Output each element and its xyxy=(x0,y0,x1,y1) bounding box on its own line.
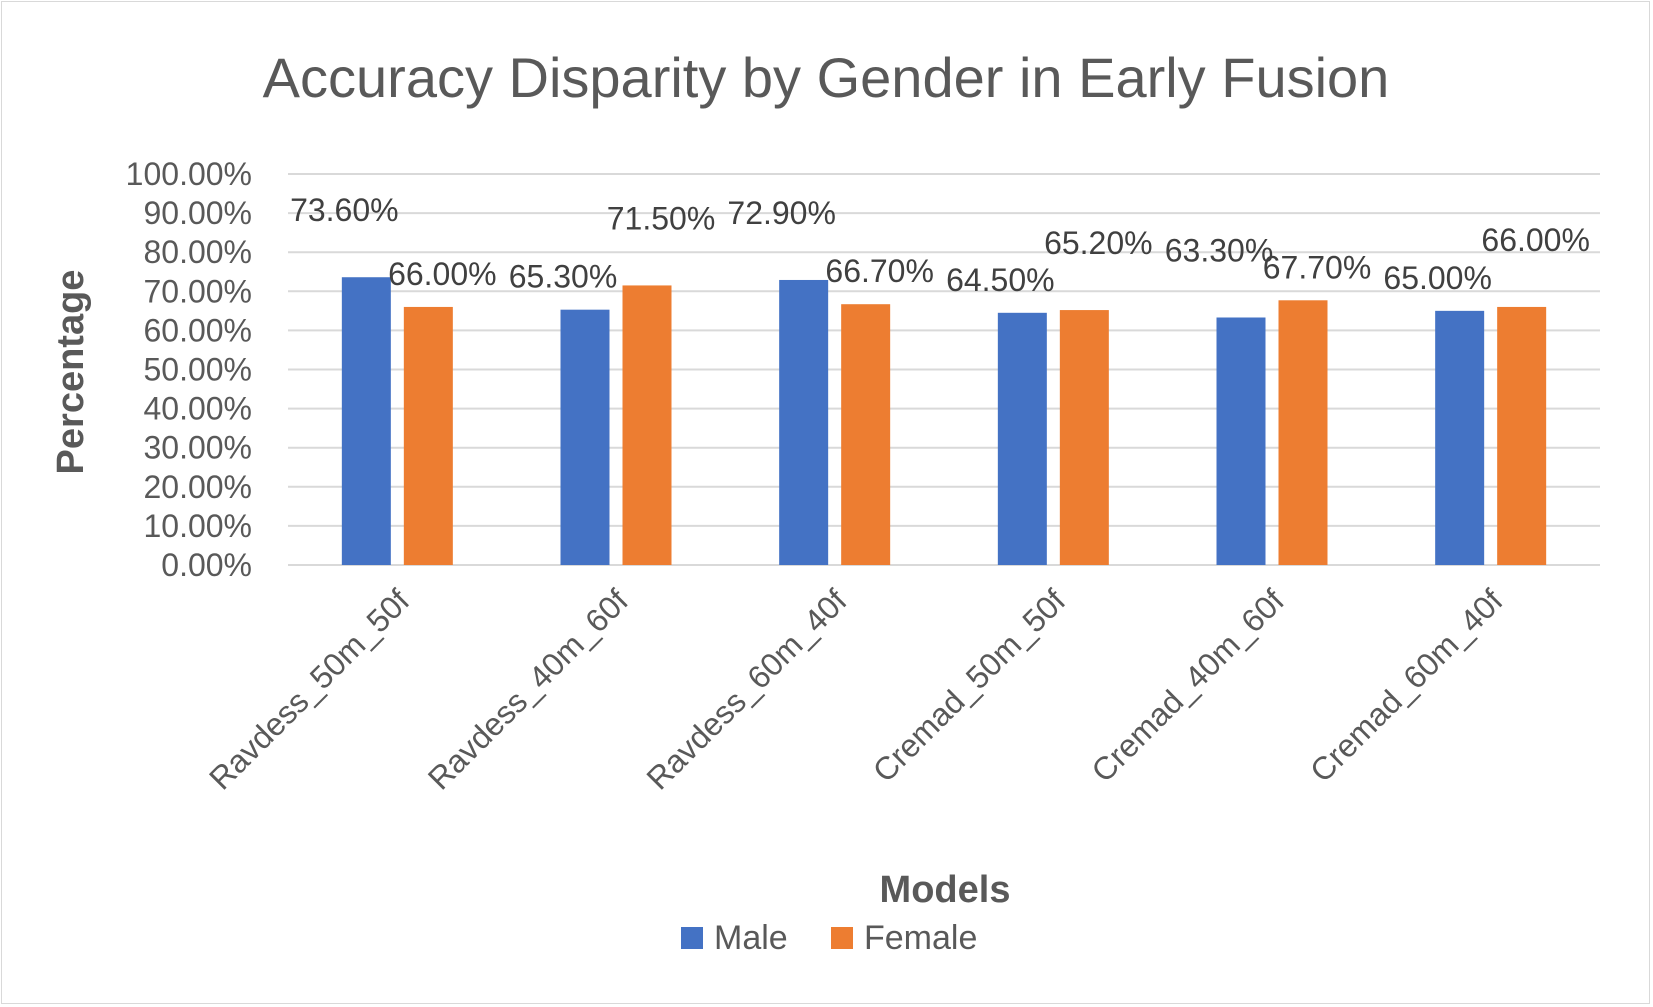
bar-female xyxy=(403,306,453,565)
bar-female xyxy=(622,285,672,565)
x-tick-label: Ravdess_40m_60f xyxy=(421,582,635,796)
y-tick-label: 10.00% xyxy=(143,508,252,544)
legend: Male Female xyxy=(681,919,977,957)
data-label-female: 65.20% xyxy=(1044,225,1153,261)
y-tick-label: 30.00% xyxy=(143,430,252,466)
y-tick-label: 80.00% xyxy=(143,234,252,270)
legend-swatch-female xyxy=(831,927,853,949)
y-axis-title: Percentage xyxy=(50,270,92,475)
x-tick-label: Ravdess_50m_50f xyxy=(202,582,416,796)
y-axis-tick-labels: 0.00%10.00%20.00%30.00%40.00%50.00% 60.00… xyxy=(126,156,252,583)
bar-female xyxy=(1059,310,1109,565)
bar-male xyxy=(341,277,391,565)
gridlines xyxy=(288,173,1600,566)
x-tick-label: Cremad_50m_50f xyxy=(866,582,1073,789)
bars xyxy=(341,277,1547,565)
x-axis-tick-labels: Ravdess_50m_50f Ravdess_40m_60f Ravdess_60… xyxy=(202,582,1510,796)
data-label-male: 65.30% xyxy=(509,259,618,295)
y-tick-label: 70.00% xyxy=(143,273,252,309)
y-tick-label: 50.00% xyxy=(143,352,252,388)
x-tick-label: Cremad_60m_40f xyxy=(1303,582,1510,789)
bar-female xyxy=(1497,306,1547,565)
y-tick-label: 40.00% xyxy=(143,391,252,427)
x-tick-label: Cremad_40m_60f xyxy=(1084,582,1291,789)
x-tick-label: Ravdess_60m_40f xyxy=(639,582,853,796)
bar-female xyxy=(841,304,891,565)
data-label-male: 72.90% xyxy=(727,195,836,231)
x-axis-title: Models xyxy=(880,869,1011,911)
y-tick-label: 0.00% xyxy=(161,547,252,583)
data-labels: 73.60% 66.00% 65.30% 71.50% 72.90% 66.70% 64.5… xyxy=(290,192,1590,298)
legend-label-male: Male xyxy=(714,919,788,957)
data-label-female: 71.50% xyxy=(607,200,716,236)
data-label-female: 66.00% xyxy=(1481,222,1590,258)
data-label-female: 66.00% xyxy=(388,256,497,292)
bar-female xyxy=(1278,300,1328,565)
y-tick-label: 90.00% xyxy=(143,195,252,231)
legend-swatch-male xyxy=(681,927,703,949)
data-label-male: 63.30% xyxy=(1165,232,1274,268)
legend-label-female: Female xyxy=(864,919,977,957)
bar-male xyxy=(997,312,1047,565)
data-label-female: 66.70% xyxy=(825,253,934,289)
chart-title: Accuracy Disparity by Gender in Early Fu… xyxy=(263,46,1390,109)
bar-male xyxy=(779,279,829,565)
data-label-male: 73.60% xyxy=(290,192,399,228)
bar-male xyxy=(1435,310,1485,565)
y-tick-label: 100.00% xyxy=(126,156,252,192)
y-tick-label: 60.00% xyxy=(143,312,252,348)
data-label-male: 65.00% xyxy=(1383,260,1492,296)
data-label-male: 64.50% xyxy=(946,262,1055,298)
data-label-female: 67.70% xyxy=(1263,249,1372,285)
bar-male xyxy=(560,309,610,565)
y-tick-label: 20.00% xyxy=(143,469,252,505)
bar-male xyxy=(1216,317,1266,565)
